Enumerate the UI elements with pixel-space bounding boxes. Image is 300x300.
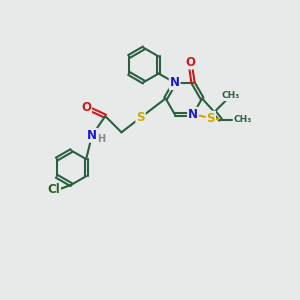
- Text: CH₃: CH₃: [221, 91, 240, 100]
- Text: H: H: [98, 134, 106, 144]
- Text: O: O: [81, 101, 91, 114]
- Text: N: N: [170, 76, 180, 89]
- Text: CH₃: CH₃: [233, 115, 252, 124]
- Text: Cl: Cl: [47, 183, 60, 196]
- Text: S: S: [136, 111, 145, 124]
- Text: N: N: [87, 129, 97, 142]
- Text: S: S: [207, 112, 215, 124]
- Text: N: N: [188, 108, 198, 121]
- Text: O: O: [185, 56, 195, 69]
